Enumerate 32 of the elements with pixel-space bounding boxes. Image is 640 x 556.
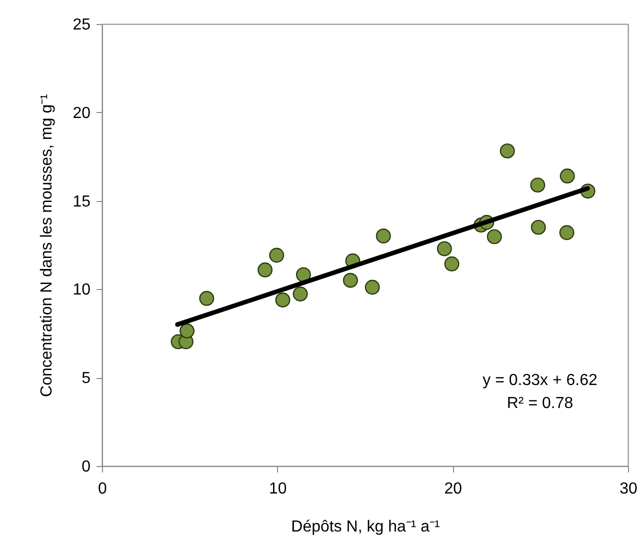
y-tick-label: 20	[72, 104, 91, 122]
x-tick-label: 10	[268, 480, 287, 498]
point	[275, 292, 290, 308]
point	[560, 168, 575, 184]
y-axis-title: Concentration N dans les mousses, mg g⁻¹	[38, 94, 56, 397]
point	[486, 229, 502, 244]
point	[559, 225, 574, 240]
x-tick-label: 30	[620, 480, 638, 498]
point	[530, 178, 546, 193]
point	[292, 286, 308, 302]
point	[500, 143, 515, 158]
x-tick-label: 0	[98, 480, 108, 498]
point	[530, 220, 546, 235]
y-tick-label: 10	[72, 282, 91, 299]
point	[342, 272, 358, 288]
annotation: R² = 0.78	[506, 395, 574, 412]
y-tick-label: 0	[82, 458, 91, 476]
point	[444, 256, 460, 272]
point	[258, 262, 273, 278]
annotation: y = 0.33x + 6.62	[482, 372, 598, 389]
y-tick-label: 25	[72, 16, 91, 34]
point	[436, 241, 452, 256]
x-tick-label: 20	[444, 480, 462, 498]
y-tick-label: 5	[82, 370, 91, 388]
point	[199, 290, 214, 306]
x-axis-title: Dépôts N, kg ha⁻¹ a⁻¹	[291, 518, 440, 536]
point	[376, 228, 391, 244]
point	[180, 323, 195, 338]
y-tick-label: 15	[72, 193, 91, 210]
point	[364, 280, 380, 295]
point	[296, 267, 311, 282]
point	[269, 248, 284, 263]
